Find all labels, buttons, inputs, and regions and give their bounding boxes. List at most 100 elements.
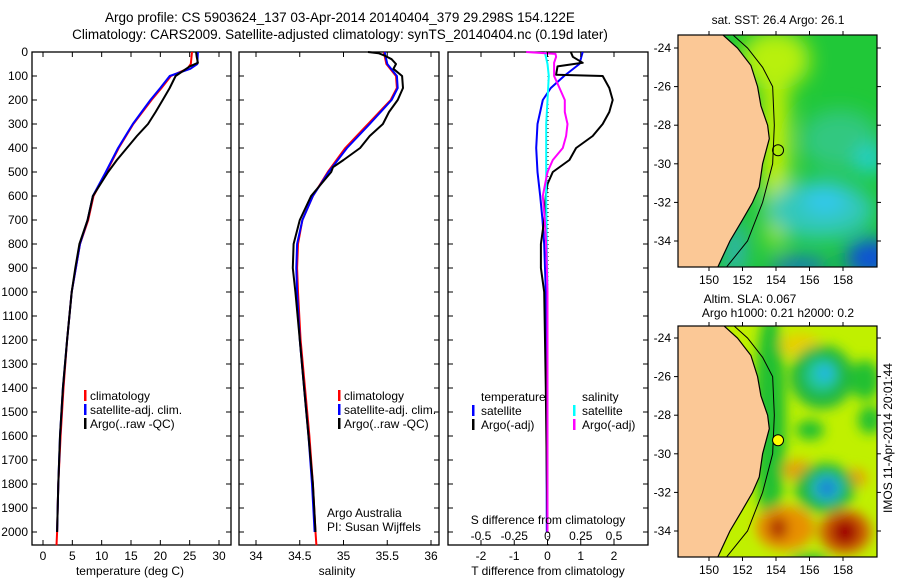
series-line-s-argo-adj- (526, 51, 569, 532)
s-tick-label: 0.25 (569, 529, 593, 543)
x-tick-label: 2 (611, 549, 618, 563)
legend-swatch-s-satellite (573, 405, 576, 416)
s-tick-label: -0.5 (471, 529, 492, 543)
legend-label-argo: Argo(..raw -QC) (90, 417, 175, 431)
lon-tick-label: 156 (799, 563, 819, 577)
lat-tick-label: -30 (654, 447, 672, 461)
y-tick-label: 1600 (1, 429, 28, 443)
figure-title-line1: Argo profile: CS 5903624_137 03-Apr-2014… (105, 10, 575, 25)
legend-swatch-argo (338, 418, 341, 429)
y-tick-label: 800 (8, 237, 28, 251)
x-tick-label: 10 (95, 549, 109, 563)
sst-field (678, 35, 877, 267)
lat-tick-label: -24 (654, 41, 672, 55)
y-tick-label: 500 (8, 165, 28, 179)
y-tick-label: 100 (8, 69, 28, 83)
legend-label-satellite: satellite-adj. clim. (90, 403, 182, 417)
lon-tick-label: 156 (799, 273, 819, 287)
t-difference-axis-label: T difference from climatology (471, 564, 625, 578)
salinity-panel-frame (238, 51, 440, 546)
y-tick-label: 1300 (1, 357, 28, 371)
legend-title-salinity: salinity (582, 390, 619, 404)
s-tick-label: 0.5 (606, 529, 623, 543)
timestamp: IMOS 11-Apr-2014 20:01:44 (881, 363, 895, 513)
legend-label-s-argo: Argo(-adj) (582, 418, 635, 432)
legend-swatch-satellite (338, 404, 341, 415)
series-line-climatology (55, 51, 193, 546)
figure-title-line2: Climatology: CARS2009. Satellite-adjuste… (72, 27, 608, 42)
legend-label-climatology: climatology (344, 389, 404, 403)
series-line-argo-raw-qc- (56, 51, 199, 533)
legend-label-s-satellite: satellite (582, 404, 623, 418)
australia-land (678, 326, 770, 557)
x-tick-label: -2 (476, 549, 487, 563)
y-tick-label: 900 (8, 261, 28, 275)
s-tick-label: 0 (544, 529, 551, 543)
lat-tick-label: -26 (654, 370, 672, 384)
y-tick-label: 1100 (2, 309, 28, 323)
lat-tick-label: -24 (654, 331, 672, 345)
s-tick-label: -0.25 (501, 529, 529, 543)
difference-panel: -2 -1 0 1 2 -0.5 -0.25 0 0.25 0.5 S difference fr… (447, 51, 649, 578)
sla-map-title1: Altim. SLA: 0.067 (704, 292, 797, 306)
x-tick-label: 0 (544, 549, 551, 563)
lat-tick-label: -28 (654, 118, 672, 132)
isobath-200m (725, 326, 775, 557)
s-difference-axis-label: S difference from climatology (471, 513, 626, 527)
y-tick-label: 1400 (1, 381, 28, 395)
australia-land (678, 35, 770, 267)
sst-map-title: sat. SST: 26.4 Argo: 26.1 (712, 13, 845, 27)
x-tick-label: 0 (40, 549, 47, 563)
y-tick-label: 700 (8, 213, 28, 227)
sla-map: Altim. SLA: 0.067 Argo h1000: 0.21 h2000… (654, 292, 881, 577)
temperature-panel: 0100200300400500600700800900100011001200… (1, 45, 232, 578)
y-tick-label: 1700 (1, 453, 28, 467)
legend-label-satellite: satellite-adj. clim. (344, 403, 436, 417)
salinity-legend: climatology satellite-adj. clim. Argo(..… (338, 389, 436, 431)
sla-field (678, 326, 877, 557)
lon-tick-label: 150 (699, 563, 719, 577)
float-position-marker (772, 144, 785, 157)
legend-label-t-argo: Argo(-adj) (481, 418, 534, 432)
legend-swatch-argo (84, 418, 87, 429)
lon-tick-label: 154 (766, 273, 786, 287)
temperature-axis-label: temperature (deg C) (76, 564, 184, 578)
y-tick-label: 600 (8, 189, 28, 203)
series-line-t-argo-adj- (539, 51, 614, 533)
lat-tick-label: -26 (654, 80, 672, 94)
y-tick-label: 1900 (1, 501, 28, 515)
legend-swatch-t-argo (472, 419, 475, 430)
x-tick-label: 35 (337, 549, 351, 563)
salinity-panel: 34 34.5 35 35.5 36 salinity climatology sate… (238, 51, 440, 578)
y-tick-label: 1200 (1, 333, 28, 347)
legend-swatch-climatology (338, 390, 341, 401)
x-tick-label: 34.5 (288, 549, 312, 563)
y-tick-label: 0 (21, 45, 28, 59)
lat-tick-label: -32 (654, 485, 672, 499)
lon-tick-label: 152 (732, 563, 752, 577)
legend-swatch-satellite (84, 404, 87, 415)
x-tick-label: 20 (154, 549, 168, 563)
lon-tick-label: 150 (699, 273, 719, 287)
x-tick-label: 36 (424, 549, 438, 563)
x-tick-label: 1 (577, 549, 584, 563)
x-tick-label: 35.5 (376, 549, 400, 563)
y-tick-label: 400 (8, 141, 28, 155)
x-tick-label: 34 (249, 549, 263, 563)
lon-tick-label: 158 (833, 563, 853, 577)
salinity-axis-label: salinity (319, 564, 356, 578)
lat-tick-label: -34 (654, 234, 672, 248)
x-tick-label: -1 (509, 549, 520, 563)
credit-line2: PI: Susan Wijffels (327, 520, 421, 534)
y-tick-label: 2000 (1, 525, 28, 539)
lon-tick-label: 152 (732, 273, 752, 287)
legend-label-t-satellite: satellite (481, 404, 522, 418)
lon-tick-label: 158 (833, 273, 853, 287)
sla-map-title2: Argo h1000: 0.21 h2000: 0.2 (702, 306, 854, 320)
y-tick-label: 1800 (1, 477, 28, 491)
sla-map-frame (677, 325, 878, 558)
sst-map: sat. SST: 26.4 Argo: 26.1 -24 -26 -28 -30 -3… (654, 13, 881, 287)
temperature-legend: climatology satellite-adj. clim. Argo(..… (84, 389, 182, 431)
x-tick-label: 25 (183, 549, 197, 563)
legend-swatch-t-satellite (472, 405, 475, 416)
